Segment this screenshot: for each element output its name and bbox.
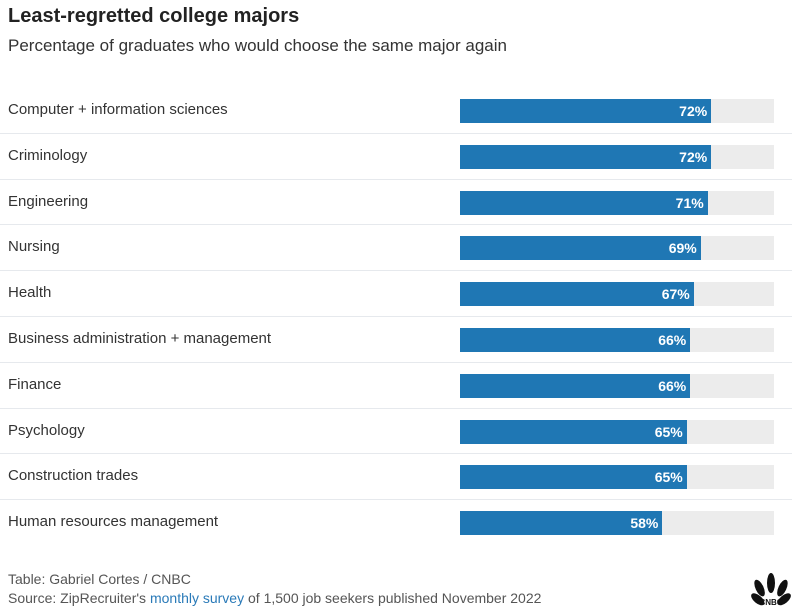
bar-track: 69% <box>460 236 774 261</box>
bar-track: 72% <box>460 99 774 123</box>
data-label: 72% <box>679 148 708 165</box>
bar: 66% <box>460 328 691 352</box>
bar: 69% <box>460 236 701 261</box>
category-label: Computer + information sciences <box>8 101 228 118</box>
data-label: 66% <box>658 332 687 348</box>
category-label: Engineering <box>8 192 89 210</box>
category-label: Finance <box>8 375 62 393</box>
bar: 65% <box>460 465 687 490</box>
bar-row: Construction trades 65% <box>0 454 792 501</box>
data-label: 72% <box>679 103 708 119</box>
data-label: 65% <box>654 469 683 486</box>
chart-subtitle: Percentage of graduates who would choose… <box>8 36 507 55</box>
bar-row: Health 67% <box>0 271 792 317</box>
svg-text:CNBC: CNBC <box>759 598 782 606</box>
data-label: 65% <box>654 423 683 440</box>
monthly-survey-link[interactable]: monthly survey <box>149 590 245 606</box>
bar-row: Psychology 65% <box>0 409 792 455</box>
bar-row: Nursing 69% <box>0 225 792 272</box>
data-label: 66% <box>658 377 687 394</box>
bar-track: 66% <box>460 373 774 398</box>
chart-title: Least-regretted college majors <box>8 5 300 27</box>
category-label: Health <box>8 284 52 302</box>
category-label: Psychology <box>8 421 85 439</box>
data-label: 71% <box>675 194 704 211</box>
cnbc-logo-icon: CNBC <box>751 573 791 606</box>
bar-track: 65% <box>460 419 774 444</box>
bar-row: Criminology 72% <box>0 134 792 180</box>
bar-row: Finance 66% <box>0 363 792 409</box>
data-label: 69% <box>668 240 697 257</box>
bar-track: 65% <box>460 465 774 490</box>
bar: 72% <box>460 144 712 169</box>
bar: 72% <box>460 99 712 123</box>
bar: 71% <box>460 190 708 215</box>
bar-row: Human resources management 58% <box>0 500 792 546</box>
bar-row: Business administration + management 66% <box>0 317 792 363</box>
bar: 58% <box>460 511 663 536</box>
bar-track: 72% <box>460 144 774 169</box>
source-suffix: of 1,500 job seekers published November … <box>244 590 542 606</box>
source: Source: ZipRecruiter's monthly survey of… <box>8 590 541 606</box>
credit: Table: Gabriel Cortes / CNBC <box>8 571 191 587</box>
source-prefix: Source: ZipRecruiter's <box>8 590 150 606</box>
bar-row: Computer + information sciences 72% <box>0 88 792 134</box>
category-label: Construction trades <box>8 467 139 485</box>
data-label: 58% <box>630 515 659 532</box>
bar-track: 66% <box>460 328 774 352</box>
bar-track: 67% <box>460 282 774 307</box>
category-label: Business administration + management <box>8 330 272 347</box>
bar: 65% <box>460 419 687 444</box>
category-label: Nursing <box>8 238 60 256</box>
bar: 67% <box>460 282 694 307</box>
category-label: Human resources management <box>8 513 219 531</box>
bar: 66% <box>460 373 691 398</box>
bar-row: Engineering 71% <box>0 180 792 226</box>
category-label: Criminology <box>8 146 88 164</box>
data-label: 67% <box>661 286 690 303</box>
bar-track: 71% <box>460 190 774 215</box>
bar-track: 58% <box>460 511 774 536</box>
